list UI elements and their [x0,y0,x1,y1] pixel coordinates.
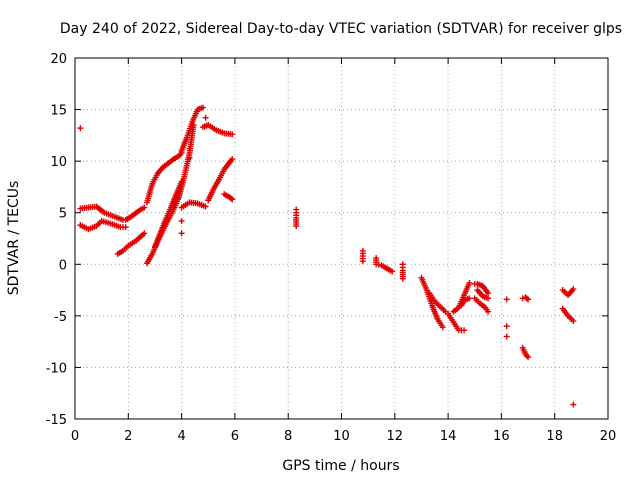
data-point [186,155,193,162]
data-point [523,295,530,302]
data-point [293,223,300,230]
data-point [570,318,577,325]
data-point [399,275,406,282]
x-tick-label: 2 [124,429,132,444]
x-tick-label: 12 [387,429,404,444]
data-point [178,178,185,185]
y-tick-label: 5 [59,207,67,222]
data-point [178,217,185,224]
chart-title: Day 240 of 2022, Sidereal Day-to-day VTE… [60,21,622,37]
data-point [503,296,510,303]
x-tick-label: 14 [440,429,457,444]
y-axis-label: SDTVAR / TECUs [6,181,22,296]
data-points [77,104,577,408]
data-point [186,145,193,152]
y-tick-label: 15 [50,104,67,119]
x-tick-label: 16 [493,429,510,444]
data-point [503,323,510,330]
x-axis-ticks: 0 2 4 6 8 10 12 14 16 18 20 [71,58,616,444]
data-point [199,104,206,111]
data-point [461,327,468,334]
x-axis-label: GPS time / hours [282,458,399,474]
data-point [229,131,236,138]
y-tick-label: -5 [54,310,67,325]
data-point [525,296,532,303]
y-tick-label: 0 [59,258,67,273]
x-tick-label: 18 [546,429,563,444]
data-point [525,354,532,361]
data-point [466,295,473,302]
data-point [570,401,577,408]
data-point [141,230,148,237]
y-axis-ticks: -15 -10 -5 0 5 10 15 20 [46,52,608,428]
x-tick-label: 8 [284,429,292,444]
data-point [570,286,577,293]
x-tick-label: 0 [71,429,79,444]
y-tick-label: -15 [46,413,67,428]
y-tick-label: -10 [46,361,67,376]
data-point [503,333,510,340]
data-point [359,258,366,265]
x-tick-label: 20 [600,429,617,444]
data-point [141,204,148,211]
data-point [485,295,492,302]
x-tick-label: 4 [177,429,185,444]
x-tick-label: 6 [231,429,239,444]
data-point [439,324,446,331]
data-point [122,224,129,231]
data-point [485,308,492,315]
data-point [229,156,236,163]
data-point [485,290,492,297]
data-point [229,196,236,203]
grid-lines [75,58,608,419]
data-point [77,125,84,132]
data-point [202,114,209,121]
data-point [202,203,209,210]
y-tick-label: 10 [50,155,67,170]
data-point [389,268,396,275]
y-tick-label: 20 [50,52,67,67]
x-tick-label: 10 [333,429,350,444]
data-point [466,279,473,286]
data-point [178,230,185,237]
